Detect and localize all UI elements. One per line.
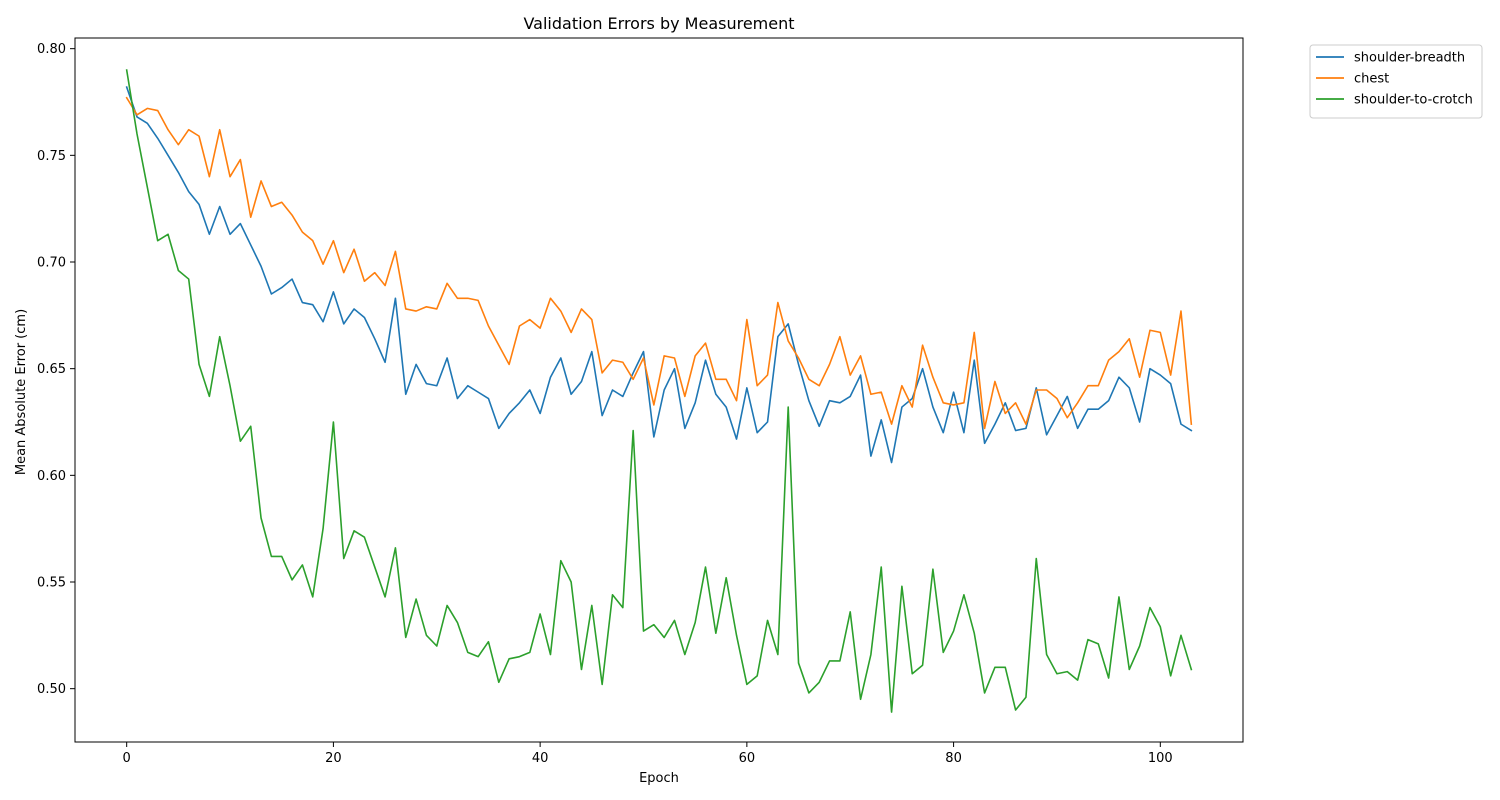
plot-area: 0 20 40 60 80 100 0.50 0.55 0.60 0.65 0.70 0.75 0.80 — [37, 37, 1244, 766]
y-axis-title: Mean Absolute Error (cm) — [14, 309, 29, 475]
legend-label: shoulder-breadth — [1354, 51, 1465, 66]
series-line-shoulder-breadth — [125, 86, 1193, 464]
x-axis-title: Epoch — [639, 771, 679, 786]
y-tick-label: 0.65 — [37, 362, 66, 377]
y-tick-label: 0.70 — [37, 256, 66, 271]
y-tick-label: 0.60 — [37, 469, 66, 484]
y-tick-label: 0.80 — [37, 42, 66, 57]
x-tick-label: 60 — [739, 751, 756, 766]
series-line-shoulder-to-crotch — [125, 69, 1193, 713]
y-tick-label: 0.50 — [37, 682, 66, 697]
y-tick-label: 0.75 — [37, 149, 66, 164]
x-tick-label: 80 — [945, 751, 962, 766]
x-tick-label: 100 — [1148, 751, 1173, 766]
chart-title: Validation Errors by Measurement — [523, 14, 794, 33]
x-tick-label: 20 — [325, 751, 342, 766]
legend-box — [1309, 44, 1483, 119]
plot-frame — [74, 37, 1244, 743]
y-tick-label: 0.55 — [37, 576, 66, 591]
legend-label: chest — [1354, 72, 1389, 87]
series-line-chest — [125, 96, 1193, 430]
legend: shoulder-breadth chest shoulder-to-crotch — [1309, 44, 1483, 119]
x-tick-label: 0 — [123, 751, 131, 766]
legend-label: shoulder-to-crotch — [1354, 93, 1473, 108]
x-tick-label: 40 — [532, 751, 549, 766]
